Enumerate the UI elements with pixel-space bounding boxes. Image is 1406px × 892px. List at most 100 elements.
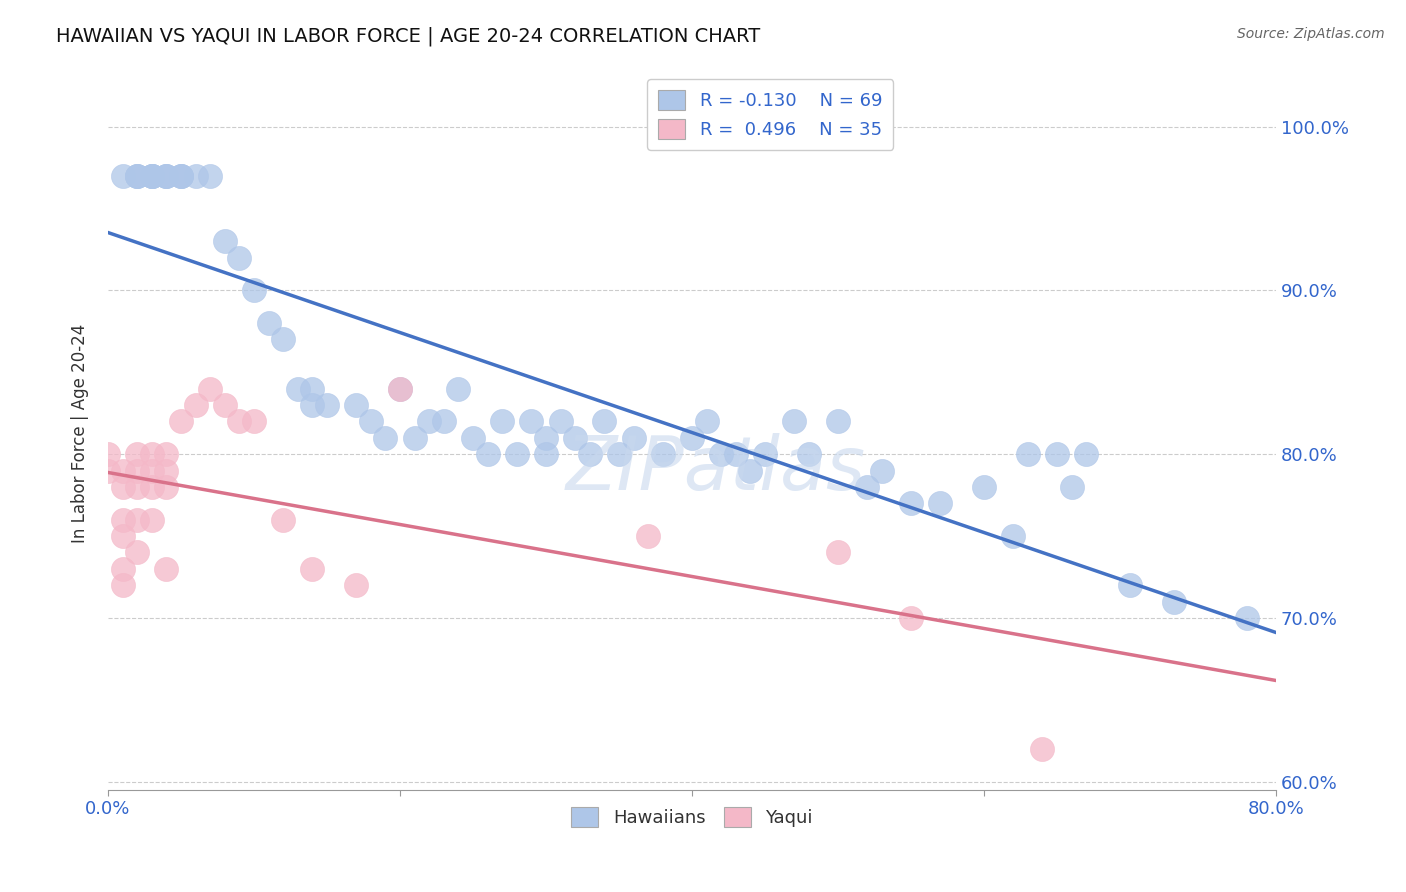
Point	[271, 513, 294, 527]
Point	[141, 513, 163, 527]
Point	[301, 382, 323, 396]
Point	[447, 382, 470, 396]
Point	[111, 480, 134, 494]
Text: ZIPatlas: ZIPatlas	[565, 434, 866, 505]
Text: Source: ZipAtlas.com: Source: ZipAtlas.com	[1237, 27, 1385, 41]
Point	[1236, 611, 1258, 625]
Point	[141, 480, 163, 494]
Point	[141, 169, 163, 183]
Point	[141, 169, 163, 183]
Point	[184, 169, 207, 183]
Point	[141, 463, 163, 477]
Point	[754, 447, 776, 461]
Point	[578, 447, 600, 461]
Point	[228, 414, 250, 428]
Point	[155, 169, 177, 183]
Point	[155, 169, 177, 183]
Point	[388, 382, 411, 396]
Point	[198, 169, 221, 183]
Point	[870, 463, 893, 477]
Point	[1119, 578, 1142, 592]
Point	[607, 447, 630, 461]
Point	[141, 447, 163, 461]
Point	[170, 169, 193, 183]
Point	[111, 169, 134, 183]
Point	[243, 414, 266, 428]
Point	[827, 545, 849, 559]
Point	[623, 431, 645, 445]
Legend: Hawaiians, Yaqui: Hawaiians, Yaqui	[564, 800, 820, 834]
Point	[214, 234, 236, 248]
Point	[301, 562, 323, 576]
Point	[973, 480, 995, 494]
Point	[141, 169, 163, 183]
Point	[127, 545, 149, 559]
Point	[360, 414, 382, 428]
Point	[491, 414, 513, 428]
Point	[1163, 594, 1185, 608]
Point	[520, 414, 543, 428]
Point	[1076, 447, 1098, 461]
Point	[783, 414, 806, 428]
Point	[344, 578, 367, 592]
Point	[111, 578, 134, 592]
Point	[170, 169, 193, 183]
Point	[374, 431, 396, 445]
Point	[127, 513, 149, 527]
Point	[710, 447, 733, 461]
Point	[797, 447, 820, 461]
Point	[1060, 480, 1083, 494]
Y-axis label: In Labor Force | Age 20-24: In Labor Force | Age 20-24	[72, 324, 89, 543]
Point	[170, 414, 193, 428]
Point	[127, 169, 149, 183]
Point	[929, 496, 952, 510]
Point	[461, 431, 484, 445]
Point	[127, 480, 149, 494]
Point	[127, 463, 149, 477]
Point	[593, 414, 616, 428]
Point	[404, 431, 426, 445]
Point	[97, 463, 120, 477]
Point	[155, 463, 177, 477]
Point	[111, 562, 134, 576]
Point	[271, 333, 294, 347]
Point	[301, 398, 323, 412]
Point	[214, 398, 236, 412]
Text: HAWAIIAN VS YAQUI IN LABOR FORCE | AGE 20-24 CORRELATION CHART: HAWAIIAN VS YAQUI IN LABOR FORCE | AGE 2…	[56, 27, 761, 46]
Point	[534, 431, 557, 445]
Point	[111, 463, 134, 477]
Point	[287, 382, 309, 396]
Point	[111, 529, 134, 543]
Point	[344, 398, 367, 412]
Point	[127, 447, 149, 461]
Point	[155, 447, 177, 461]
Point	[477, 447, 499, 461]
Point	[97, 447, 120, 461]
Point	[740, 463, 762, 477]
Point	[111, 513, 134, 527]
Point	[243, 284, 266, 298]
Point	[506, 447, 529, 461]
Point	[1002, 529, 1025, 543]
Point	[534, 447, 557, 461]
Point	[651, 447, 673, 461]
Point	[257, 316, 280, 330]
Point	[170, 169, 193, 183]
Point	[724, 447, 747, 461]
Point	[827, 414, 849, 428]
Point	[198, 382, 221, 396]
Point	[856, 480, 879, 494]
Point	[681, 431, 703, 445]
Point	[550, 414, 572, 428]
Point	[637, 529, 659, 543]
Point	[418, 414, 440, 428]
Point	[900, 496, 922, 510]
Point	[388, 382, 411, 396]
Point	[127, 169, 149, 183]
Point	[141, 169, 163, 183]
Point	[696, 414, 718, 428]
Point	[316, 398, 339, 412]
Point	[127, 169, 149, 183]
Point	[900, 611, 922, 625]
Point	[433, 414, 456, 428]
